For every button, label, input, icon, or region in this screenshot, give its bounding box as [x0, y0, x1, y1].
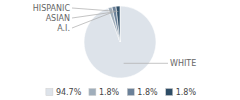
slice-label: A.I.: [57, 24, 70, 33]
leader-line: [72, 8, 118, 11]
slice-label: ASIAN: [46, 14, 70, 23]
chart-container: HISPANICASIANA.I. WHITE 94.7% 1.8% 1.8% 1.8%: [0, 0, 240, 100]
legend-label: 94.7%: [56, 88, 82, 97]
legend-swatch: [166, 89, 173, 96]
legend-label: 1.8%: [99, 88, 120, 97]
pie: [84, 6, 156, 78]
legend-label: 1.8%: [176, 88, 197, 97]
leader-line: [72, 13, 111, 28]
legend-swatch: [127, 89, 134, 96]
legend-swatch: [89, 89, 96, 96]
leader-line: [124, 63, 168, 64]
chart: HISPANICASIANA.I. WHITE 94.7% 1.8% 1.8% 1.8%: [0, 0, 240, 100]
legend-swatch: [46, 89, 53, 96]
leader-line: [72, 12, 115, 18]
legend: 94.7% 1.8% 1.8% 1.8%: [46, 88, 197, 97]
legend-label: 1.8%: [137, 88, 158, 97]
slice-label: HISPANIC: [33, 4, 71, 13]
slice-label: WHITE: [170, 59, 196, 68]
pie-slice: [84, 6, 156, 78]
